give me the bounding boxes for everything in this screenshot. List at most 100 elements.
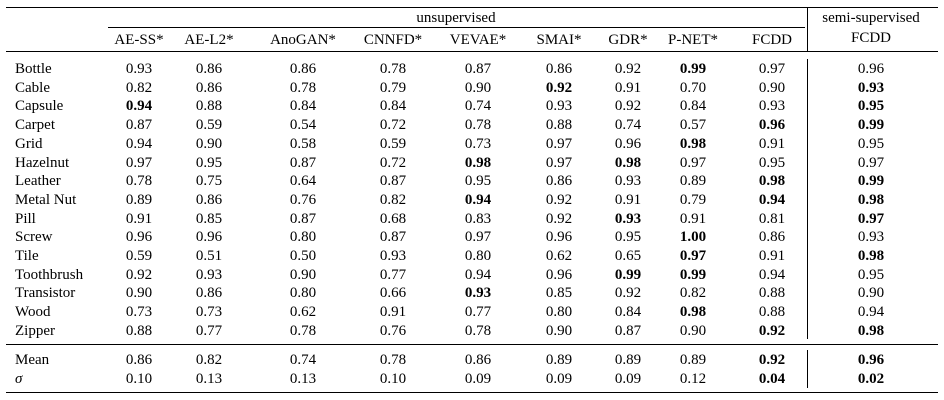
- table-cell: 0.99: [857, 173, 885, 190]
- table-cell: 0.90: [545, 322, 573, 339]
- table-cell: 0.97: [758, 61, 786, 77]
- table-cell: 0.59: [125, 248, 153, 264]
- table-cell: 0.86: [289, 61, 317, 77]
- table-cell: 0.94: [758, 266, 786, 283]
- row-label: Capsule: [15, 98, 64, 115]
- table-cell: 0.93: [758, 98, 786, 115]
- summary-cell: 0.89: [545, 352, 573, 368]
- table-cell: 0.88: [125, 322, 153, 339]
- table-cell: 0.98: [857, 191, 885, 208]
- summary-cell: 0.78: [379, 352, 407, 368]
- table-cell: 0.78: [464, 117, 492, 134]
- table-cell: 0.97: [857, 154, 885, 171]
- summary-cell: 0.86: [464, 352, 492, 368]
- table-cell: 0.95: [857, 266, 885, 283]
- table-cell: 0.64: [289, 173, 317, 190]
- table-cell: 0.90: [195, 135, 223, 152]
- table-cell: 0.74: [464, 98, 492, 115]
- column-header-semi-fcdd: FCDD: [850, 30, 892, 46]
- table-cell: 0.84: [379, 98, 407, 115]
- table-cell: 0.95: [857, 98, 885, 115]
- table-cell: 0.87: [464, 61, 492, 77]
- table-cell: 0.59: [379, 135, 407, 152]
- table-cell: 0.92: [614, 61, 642, 77]
- summary-cell: 0.89: [679, 352, 707, 368]
- table-cell: 0.97: [464, 229, 492, 246]
- table-cell: 0.94: [857, 304, 885, 321]
- table-cell: 0.89: [125, 191, 153, 208]
- table-cell: 0.84: [614, 304, 642, 321]
- table-cell: 0.93: [545, 98, 573, 115]
- table-cell: 0.98: [679, 135, 707, 152]
- table-cell: 0.87: [379, 229, 407, 246]
- table-cell: 0.93: [195, 266, 223, 283]
- table-cell: 0.91: [379, 304, 407, 321]
- summary-label: σ: [15, 370, 23, 387]
- header-rule: [6, 51, 938, 52]
- top-rule: [6, 7, 938, 9]
- table-cell: 0.98: [857, 322, 885, 339]
- table-cell: 0.97: [545, 135, 573, 152]
- table-cell: 0.81: [758, 210, 786, 227]
- summary-cell: 0.86: [125, 352, 153, 368]
- summary-cell: 0.82: [195, 352, 223, 368]
- table-cell: 0.73: [195, 304, 223, 321]
- table-cell: 0.98: [758, 173, 786, 190]
- table-cell: 0.95: [464, 173, 492, 190]
- table-cell: 0.73: [125, 304, 153, 321]
- row-label: Zipper: [15, 322, 55, 339]
- group-header-semi-supervised: semi-supervised: [822, 10, 920, 26]
- summary-cell: 0.13: [195, 370, 223, 387]
- table-cell: 0.90: [857, 285, 885, 302]
- row-label: Grid: [15, 135, 43, 152]
- column-header: P-NET*: [668, 32, 718, 48]
- table-cell: 0.90: [125, 285, 153, 302]
- summary-cell: 0.10: [379, 370, 407, 387]
- table-cell: 0.97: [125, 154, 153, 171]
- table-cell: 0.92: [614, 285, 642, 302]
- table-cell: 0.80: [289, 229, 317, 246]
- table-cell: 0.87: [614, 322, 642, 339]
- table-cell: 0.93: [464, 285, 492, 302]
- table-cell: 0.78: [289, 79, 317, 96]
- row-label: Transistor: [15, 285, 76, 302]
- table-cell: 0.85: [195, 210, 223, 227]
- table-cell: 0.98: [857, 248, 885, 264]
- table-cell: 0.91: [679, 210, 707, 227]
- table-cell: 0.77: [195, 322, 223, 339]
- summary-cell: 0.09: [614, 370, 642, 387]
- summary-cell: 0.10: [125, 370, 153, 387]
- table-cell: 1.00: [679, 229, 707, 246]
- table-cell: 0.97: [679, 248, 707, 264]
- table-cell: 0.96: [614, 135, 642, 152]
- bottom-rule: [6, 392, 938, 394]
- table-cell: 0.78: [289, 322, 317, 339]
- table-cell: 0.90: [289, 266, 317, 283]
- table-cell: 0.92: [614, 98, 642, 115]
- row-label: Toothbrush: [15, 266, 84, 283]
- row-label: Screw: [15, 229, 53, 246]
- table-cell: 0.79: [379, 79, 407, 96]
- table-cell: 0.97: [857, 210, 885, 227]
- table-cell: 0.93: [614, 173, 642, 190]
- table-cell: 0.95: [614, 229, 642, 246]
- table-cell: 0.86: [545, 61, 573, 77]
- row-label: Hazelnut: [15, 154, 70, 171]
- table-cell: 0.84: [289, 98, 317, 115]
- table-cell: 0.75: [195, 173, 223, 190]
- table-cell: 0.90: [679, 322, 707, 339]
- table-cell: 0.94: [464, 191, 492, 208]
- table-cell: 0.95: [857, 135, 885, 152]
- summary-cell: 0.09: [545, 370, 573, 387]
- table-cell: 0.97: [679, 154, 707, 171]
- table-cell: 0.80: [289, 285, 317, 302]
- semi-supervised-separator-top: [807, 7, 808, 51]
- table-cell: 0.88: [195, 98, 223, 115]
- summary-cell: 0.04: [758, 370, 786, 387]
- column-header: FCDD: [751, 32, 793, 48]
- summary-cell: 0.13: [289, 370, 317, 387]
- table-cell: 0.86: [195, 79, 223, 96]
- summary-cell: 0.96: [857, 352, 885, 368]
- table-cell: 0.99: [679, 61, 707, 77]
